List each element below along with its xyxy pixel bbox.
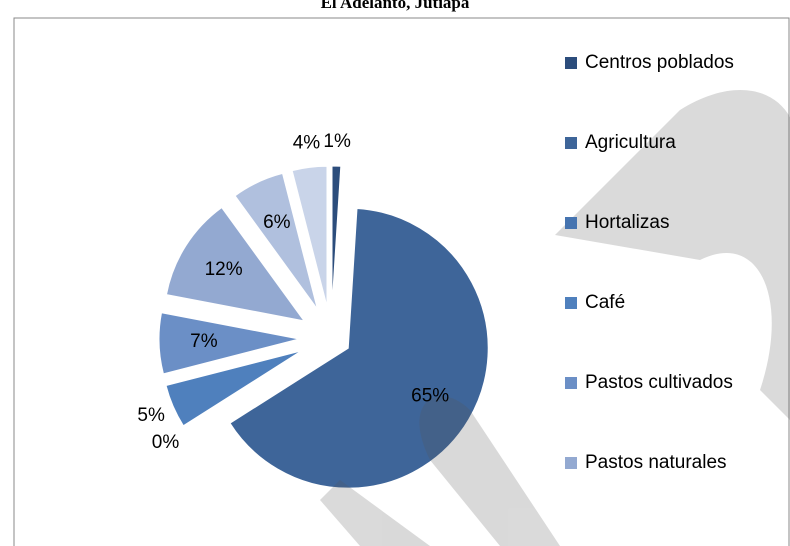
legend-label: Café — [585, 292, 625, 313]
pie-slice — [291, 165, 328, 307]
legend-label: Centros poblados — [585, 52, 734, 73]
pie-slice — [165, 350, 302, 427]
legend-swatch — [565, 297, 577, 309]
data-label: 4% — [293, 133, 321, 154]
legend-swatch — [565, 457, 577, 469]
legend-label: Hortalizas — [585, 212, 669, 233]
legend-label: Pastos cultivados — [585, 372, 733, 393]
pie-slice — [165, 206, 306, 322]
pie-slice — [229, 207, 489, 489]
pie-slice — [331, 165, 342, 307]
legend-swatch — [565, 217, 577, 229]
legend-label: Pastos naturales — [585, 452, 727, 473]
data-label: 12% — [205, 259, 243, 280]
data-label: 1% — [323, 131, 351, 152]
legend-swatch — [565, 377, 577, 389]
pie-slice — [158, 312, 300, 375]
watermark — [320, 90, 790, 546]
pie-slice — [184, 354, 305, 431]
pie-slice — [234, 172, 318, 310]
chart-frame — [13, 17, 790, 546]
chart-title: El Adelanto, Jutiapa — [321, 0, 470, 12]
legend-swatch — [565, 57, 577, 69]
data-label: 7% — [190, 331, 218, 352]
data-label: 5% — [137, 405, 165, 426]
legend-label: Agricultura — [585, 132, 676, 153]
data-label: 65% — [411, 386, 449, 407]
data-label: 0% — [152, 432, 180, 453]
legend-swatch — [565, 137, 577, 149]
pie — [158, 165, 489, 489]
data-label: 6% — [263, 212, 291, 233]
